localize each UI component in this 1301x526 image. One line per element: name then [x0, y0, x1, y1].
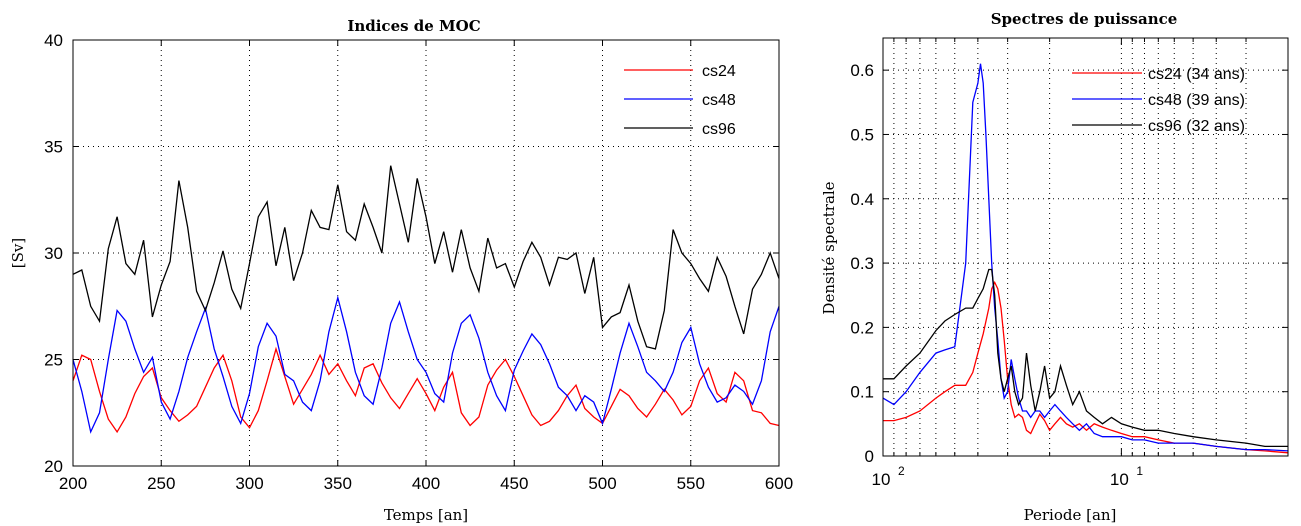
legend-label: cs24 — [702, 63, 736, 80]
chart-moc-indices: Indices de MOC 200 250 300 350 400 450 500 550 6… — [9, 17, 793, 524]
series-line-cs24 — [883, 280, 1289, 454]
series-line-cs24 — [72, 346, 780, 434]
x-tick-label: 350 — [324, 474, 352, 493]
series-lines — [882, 63, 1289, 454]
x-tick-label: 10 — [872, 470, 891, 489]
x-tick-label: 450 — [500, 474, 528, 493]
y-axis-label: [Sv] — [9, 238, 27, 268]
x-tick-label: 300 — [235, 474, 263, 493]
legend-label: cs96 (32 ans) — [1148, 118, 1245, 135]
legend-label: cs48 (39 ans) — [1148, 92, 1245, 109]
legend-label: cs48 — [702, 92, 736, 109]
chart-title: Spectres de puissance — [991, 10, 1178, 28]
series-line-cs48 — [72, 295, 780, 434]
y-tick-label: 20 — [44, 457, 63, 476]
y-tick-label: 0.4 — [850, 190, 874, 209]
x-axis-label: Periode [an] — [1024, 506, 1117, 524]
x-tick-label: 550 — [677, 474, 705, 493]
grid — [73, 40, 779, 466]
y-tick-label: 35 — [44, 138, 63, 157]
y-tick-label: 40 — [44, 31, 63, 50]
series-line-cs48 — [882, 63, 1289, 452]
x-tick-label: 200 — [59, 474, 87, 493]
legend: cs24 (34 ans) cs48 (39 ans) cs96 (32 ans) — [1072, 66, 1245, 135]
y-tick-label: 25 — [44, 351, 63, 370]
x-axis-label: Temps [an] — [384, 506, 468, 524]
y-tick-label: 0.2 — [850, 318, 874, 337]
x-tick-exponent: 1 — [1136, 464, 1143, 478]
x-tick-label: 500 — [588, 474, 616, 493]
y-tick-label: 0.3 — [850, 254, 874, 273]
x-tick-label: 10 — [1110, 470, 1129, 489]
y-axis-label: Densité spectrale — [820, 181, 838, 314]
series-line-cs96 — [72, 165, 780, 350]
y-tick-label: 0.1 — [850, 383, 874, 402]
legend: cs24 cs48 cs96 — [624, 63, 736, 138]
ticks: 10 2 10 100.10.20.30.40.50.6 — [850, 38, 1289, 489]
plot-area-frame — [882, 37, 1289, 457]
x-tick-label: 600 — [765, 474, 793, 493]
legend-label: cs96 — [702, 121, 736, 138]
y-tick-label: 30 — [44, 244, 63, 263]
series-lines — [72, 165, 780, 434]
x-tick-exponent: 2 — [898, 464, 905, 478]
ticks: 200 250 300 350 400 450 500 550 600 20 25 30 35 40 — [44, 31, 793, 493]
y-tick-label: 0.6 — [850, 61, 874, 80]
y-tick-label: 0.5 — [850, 125, 874, 144]
x-tick-label: 250 — [147, 474, 175, 493]
chart-power-spectra: Spectres de puissance 10 2 10 100.10.20.30.… — [820, 10, 1289, 524]
chart-title: Indices de MOC — [347, 17, 480, 35]
x-tick-label: 400 — [412, 474, 440, 493]
legend-label: cs24 (34 ans) — [1148, 66, 1245, 83]
series-line-cs96 — [883, 268, 1288, 448]
y-tick-label: 0 — [865, 447, 874, 466]
